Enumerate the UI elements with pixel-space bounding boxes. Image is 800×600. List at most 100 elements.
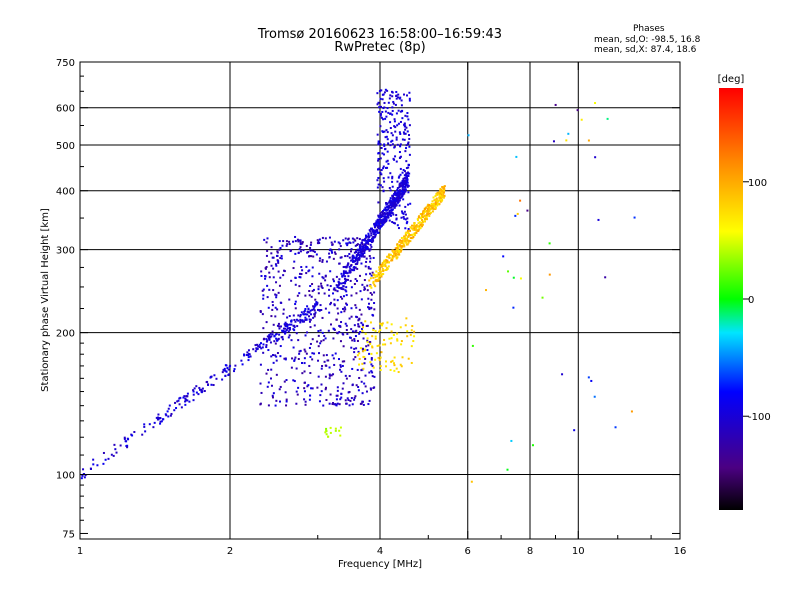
echo-point — [370, 227, 373, 230]
echo-point — [387, 176, 390, 179]
echo-point — [396, 187, 399, 190]
echo-point — [400, 189, 403, 192]
echo-point — [369, 257, 372, 260]
echo-point — [381, 324, 384, 327]
echo-point — [141, 433, 144, 436]
echo-point — [131, 434, 134, 437]
echo-point — [307, 308, 310, 311]
echo-point — [374, 330, 377, 333]
echo-point — [225, 370, 228, 373]
echo-point — [158, 417, 161, 420]
echo-point — [389, 197, 392, 200]
echo-point — [405, 238, 408, 241]
echo-point — [376, 103, 379, 106]
echo-point — [393, 364, 396, 367]
echo-point — [193, 387, 196, 390]
echo-point — [369, 361, 372, 364]
echo-point — [593, 395, 596, 398]
echo-point — [408, 145, 411, 148]
echo-point — [393, 369, 396, 372]
echo-point — [398, 193, 401, 196]
echo-point — [364, 357, 367, 360]
echo-point — [339, 340, 342, 343]
echo-point — [349, 336, 352, 339]
echo-point — [370, 358, 373, 361]
echo-point — [353, 351, 356, 354]
echo-point — [313, 250, 316, 253]
echo-point — [278, 284, 281, 287]
echo-point — [281, 244, 284, 247]
echo-point — [364, 234, 367, 237]
echo-point — [369, 248, 372, 251]
echo-point — [331, 243, 334, 246]
echo-point — [405, 222, 408, 225]
echo-point — [300, 361, 303, 364]
echo-point — [318, 309, 321, 312]
echo-point — [394, 126, 397, 129]
echo-point — [351, 330, 354, 333]
echo-point — [271, 300, 274, 303]
echo-point — [278, 325, 281, 328]
echo-point — [371, 313, 374, 316]
echo-point — [333, 328, 336, 331]
echo-point — [403, 217, 406, 220]
echo-point — [356, 279, 359, 282]
echo-point — [305, 318, 308, 321]
echo-point — [377, 152, 380, 155]
echo-point — [233, 370, 236, 373]
echo-point — [597, 218, 600, 221]
echo-point — [330, 241, 333, 244]
echo-point — [288, 240, 291, 243]
echo-point — [265, 266, 268, 269]
echo-point — [360, 241, 363, 244]
echo-point — [502, 255, 505, 258]
echo-point — [353, 347, 356, 350]
echo-point — [614, 426, 617, 429]
echo-point — [401, 240, 404, 243]
echo-point — [279, 345, 282, 348]
echo-point — [355, 254, 358, 257]
echo-point — [399, 363, 402, 366]
echo-point — [282, 312, 285, 315]
echo-point — [380, 146, 383, 149]
echo-point — [349, 279, 352, 282]
echo-point — [552, 140, 555, 143]
echo-point — [397, 244, 400, 247]
echo-point — [338, 331, 341, 334]
echo-point — [379, 369, 382, 372]
echo-point — [365, 260, 368, 263]
echo-point — [387, 208, 390, 211]
echo-point — [316, 301, 319, 304]
echo-point — [320, 340, 323, 343]
echo-point — [426, 205, 429, 208]
echo-point — [294, 356, 297, 359]
echo-point — [344, 265, 347, 268]
echo-point — [519, 199, 522, 202]
echo-point — [358, 376, 361, 379]
echo-point — [315, 303, 318, 306]
echo-point — [358, 308, 361, 311]
echo-point — [285, 329, 288, 332]
y-tick-label: 600 — [56, 104, 75, 115]
echo-point — [407, 134, 410, 137]
echo-point — [314, 311, 317, 314]
echo-point — [399, 167, 402, 170]
echo-point — [354, 258, 357, 261]
echo-point — [384, 216, 387, 219]
echo-point — [548, 242, 551, 245]
echo-point — [299, 319, 302, 322]
echo-point — [367, 267, 370, 270]
echo-point — [393, 255, 396, 258]
echo-point — [400, 365, 403, 368]
echo-point — [372, 256, 375, 259]
echo-point — [395, 160, 398, 163]
echo-point — [321, 331, 324, 334]
echo-point — [339, 364, 342, 367]
echo-point — [387, 255, 390, 258]
echo-point — [384, 213, 387, 216]
echo-point — [404, 181, 407, 184]
echo-point — [378, 359, 381, 362]
echo-point — [308, 346, 311, 349]
echo-point — [402, 185, 405, 188]
echo-point — [419, 223, 422, 226]
